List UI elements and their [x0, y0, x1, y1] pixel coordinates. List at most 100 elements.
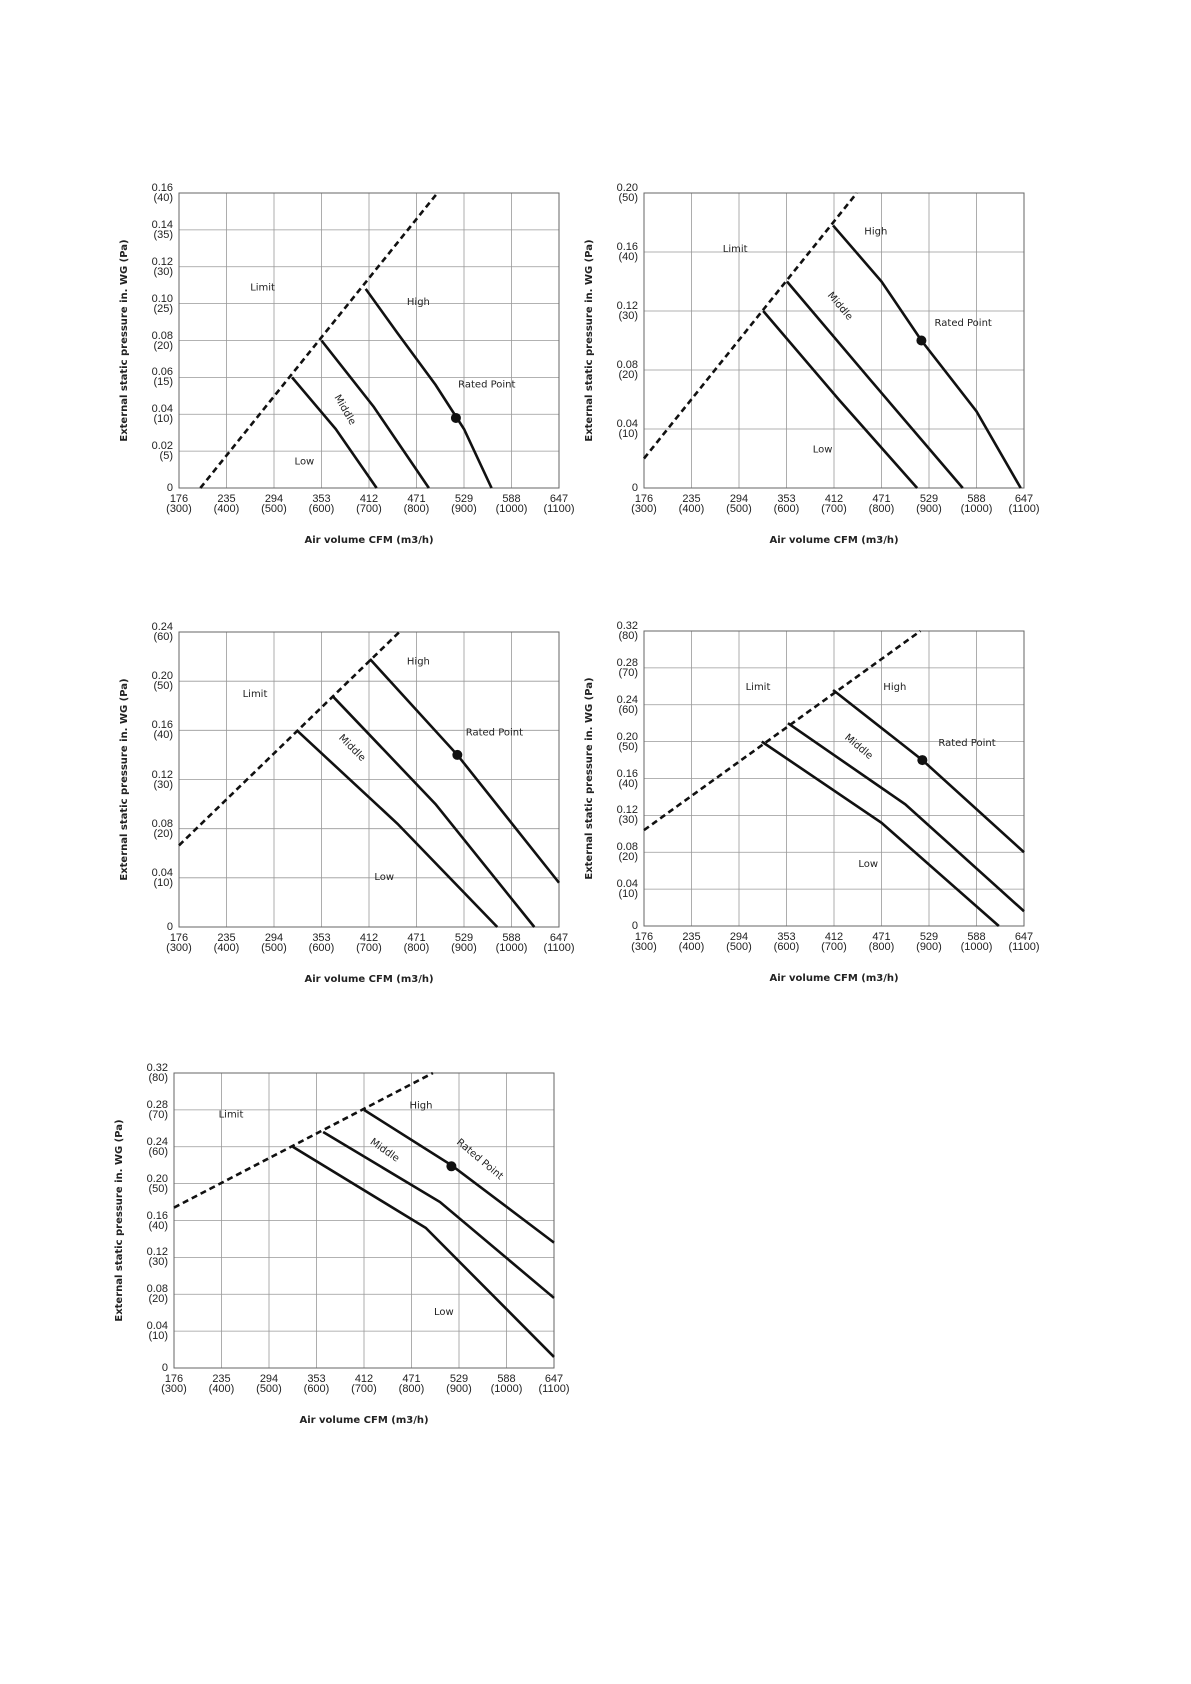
y-tick-label: 0.12 (30) [616, 805, 638, 827]
y-tick-label-box: 0.12 (30) [151, 769, 173, 791]
y-tick-label-box: 0.24 (60) [147, 1137, 168, 1158]
y-axis-title: External static pressure in. WG (Pa) [584, 239, 595, 441]
x-tick-label-box: 235 (400) [214, 933, 240, 954]
y-tick-label: 0.16 (40) [616, 242, 638, 263]
x-tick-label-box: 353 (600) [309, 933, 335, 954]
curve-label: High [407, 656, 430, 667]
rated-point [450, 412, 461, 423]
y-tick-label-box: 0.20 (50) [617, 183, 638, 204]
chart: 176 (300) 235 (400) 294 (500) 353 (600) 412 … [119, 622, 575, 985]
x-tick-label-box: 647 (1100) [538, 1374, 570, 1395]
x-tick-label: 176 (300) [631, 494, 657, 515]
y-tick-label-box: 0.12 (30) [616, 805, 638, 827]
x-tick-label-box: 588 (1000) [495, 933, 528, 954]
rated-point-label: Rated Point [454, 1137, 505, 1182]
y-tick-label: 0.08 (20) [616, 360, 638, 381]
y-tick-label: 0.12 (30) [151, 769, 173, 791]
x-tick-label: 353 (600) [773, 494, 800, 515]
curve [368, 658, 561, 884]
y-tick-label-box: 0.32 (80) [617, 621, 638, 642]
y-tick-label: 0.16 (40) [146, 1210, 168, 1232]
y-tick-label-box: 0.10 (25) [151, 293, 173, 315]
rated-point [452, 749, 463, 760]
x-tick-label: 588 (1000) [495, 933, 528, 954]
y-axis-title: External static pressure in. WG (Pa) [114, 1119, 125, 1321]
x-tick-label: 647 (1100) [543, 933, 575, 954]
y-tick-label-box: 0.28 (70) [147, 1100, 168, 1121]
x-tick-label: 176 (300) [161, 1374, 187, 1395]
x-tick-label: 529 (900) [916, 932, 942, 953]
x-tick-label: 471 (800) [403, 494, 430, 515]
x-tick-label-box: 235 (400) [678, 932, 705, 953]
plot-frame [643, 630, 1025, 927]
x-tick-label-box: 588 (1000) [961, 932, 993, 953]
y-tick-label: 0.04 (10) [151, 867, 173, 889]
x-tick-label-box: 235 (400) [214, 494, 240, 515]
rated-point-label: Rated Point [938, 738, 995, 749]
y-tick-label: 0.10 (25) [151, 293, 173, 315]
x-tick-label: 412 (700) [821, 932, 847, 953]
rated-point-label: Rated Point [466, 727, 523, 738]
y-tick-label: 0.12 (30) [151, 256, 173, 278]
curve [178, 631, 401, 847]
y-tick-label: 0.02 (5) [151, 441, 173, 463]
curve [331, 695, 536, 928]
x-tick-label-box: 294 (500) [726, 932, 752, 953]
curve [787, 722, 1025, 913]
y-tick-label: 0.08 (20) [616, 842, 638, 864]
curve-label: Middle [842, 732, 874, 762]
y-tick-label-box: 0 [167, 922, 173, 933]
y-tick-label: 0.08 (20) [151, 818, 173, 840]
y-tick-label: 0.12 (30) [616, 301, 638, 322]
x-axis-title: Air volume CFM (m3/h) [299, 1415, 428, 1426]
x-tick-label-box: 294 (500) [256, 1374, 282, 1395]
x-tick-label: 235 (400) [678, 932, 705, 953]
curve-label: Limit [746, 682, 771, 693]
x-tick-label-box: 176 (300) [631, 932, 657, 953]
y-axis-title: External static pressure in. WG (Pa) [119, 678, 130, 880]
curve-label: Limit [250, 282, 275, 293]
y-tick-label-box: 0 [632, 921, 638, 932]
curve [199, 192, 439, 489]
curve-label: Low [295, 456, 315, 467]
x-tick-label-box: 353 (600) [304, 1374, 330, 1395]
curve [292, 1145, 555, 1358]
plot-frame [643, 192, 1025, 489]
x-tick-label: 647 (1100) [538, 1374, 570, 1395]
x-tick-label-box: 176 (300) [166, 933, 192, 954]
curve [291, 376, 378, 489]
curve-label: High [410, 1100, 433, 1111]
chart: 176 (300) 235 (400) 294 (500) 353 (600) 412 … [584, 621, 1040, 984]
y-tick-label: 0.08 (20) [146, 1284, 168, 1306]
x-tick-label-box: 529 (900) [916, 494, 942, 515]
x-tick-label-box: 412 (700) [821, 932, 847, 953]
x-tick-label: 471 (800) [868, 494, 895, 515]
x-tick-label-box: 471 (800) [403, 494, 430, 515]
x-tick-label: 412 (700) [356, 494, 382, 515]
curve [364, 288, 493, 489]
y-tick-label: 0.04 (10) [616, 419, 638, 440]
y-axis-title: External static pressure in. WG (Pa) [584, 677, 595, 879]
x-tick-label-box: 647 (1100) [543, 933, 575, 954]
x-tick-label-box: 529 (900) [446, 1374, 472, 1395]
x-tick-label: 529 (900) [916, 494, 942, 515]
x-tick-label-box: 588 (1000) [496, 494, 528, 515]
x-tick-label: 294 (500) [261, 933, 287, 954]
curve-label: High [864, 226, 887, 237]
x-tick-label: 353 (600) [308, 494, 335, 515]
y-tick-label: 0.24 (60) [616, 694, 638, 716]
y-tick-label-box: 0.12 (30) [151, 256, 173, 278]
y-tick-label: 0.12 (30) [146, 1247, 168, 1269]
x-tick-label-box: 647 (1100) [543, 494, 575, 515]
y-tick-label-box: 0.16 (40) [152, 183, 173, 204]
x-tick-label-box: 412 (700) [356, 494, 382, 515]
x-tick-label-box: 294 (500) [261, 494, 287, 515]
y-tick-label: 0.08 (20) [151, 330, 173, 352]
x-tick-label: 647 (1100) [1008, 932, 1040, 953]
curve-label: Limit [243, 689, 268, 700]
curve [832, 224, 1022, 489]
rated-point [446, 1161, 457, 1172]
x-axis-title: Air volume CFM (m3/h) [304, 535, 433, 546]
curve-label: Limit [723, 244, 748, 255]
x-tick-label: 647 (1100) [543, 494, 575, 515]
